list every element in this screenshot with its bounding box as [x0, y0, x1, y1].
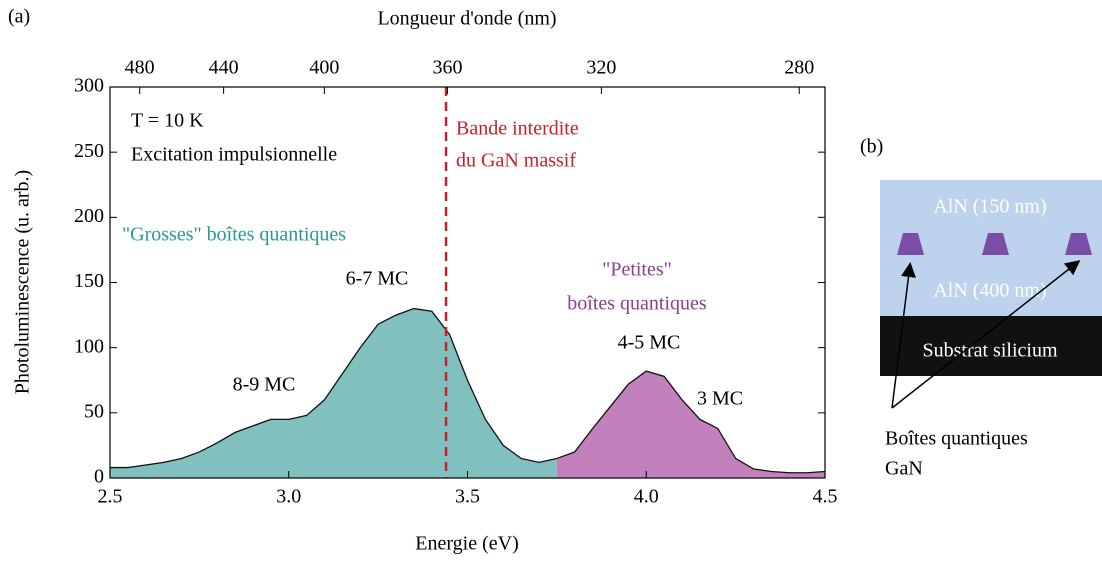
y-tick-label: 50 — [84, 400, 104, 422]
spectrum-line — [556, 370, 826, 474]
substrate — [880, 316, 1102, 376]
annotation: Excitation impulsionnelle — [131, 144, 337, 166]
annotation: du GaN massif — [456, 150, 576, 172]
x2-axis-label: Longueur d'onde (nm) — [377, 8, 556, 30]
x-tick-label: 3.5 — [455, 486, 480, 508]
annotation: 4-5 MC — [618, 332, 681, 354]
x2-tick-label: 280 — [784, 57, 814, 79]
area — [110, 308, 557, 478]
diagram: (b) AlN (150 nm) AlN (400 nm) Substrat s… — [860, 136, 1102, 480]
x2-tick-label: 440 — [209, 57, 239, 79]
x-tick-label: 4.5 — [813, 486, 838, 508]
annotation: 3 MC — [697, 388, 743, 410]
annotation: Bande interdite — [456, 118, 579, 140]
arrow — [891, 260, 1081, 409]
x-tick-label: 4.0 — [634, 486, 659, 508]
x2-tick-label: 480 — [125, 57, 155, 79]
annotation: 6-7 MC — [346, 268, 409, 290]
area — [556, 371, 825, 478]
y-tick-label: 0 — [94, 466, 104, 488]
annotation: 8-9 MC — [233, 374, 296, 396]
x2-tick-label: 400 — [309, 57, 339, 79]
caption: Boîtes quantiques — [885, 428, 1028, 450]
annotation: "Petites" — [602, 259, 672, 281]
annotation: T = 10 K — [131, 110, 204, 132]
y-tick-label: 150 — [74, 270, 104, 292]
panel-label: (a) — [8, 6, 30, 28]
diagram-label: (b) — [860, 136, 883, 158]
quantum-dot — [1065, 233, 1092, 255]
annotation: "Grosses" boîtes quantiques — [122, 224, 346, 246]
x-tick-label: 3.0 — [276, 486, 301, 508]
y-tick-label: 100 — [74, 335, 104, 357]
x2-tick-label: 360 — [432, 57, 462, 79]
x-tick-label: 2.5 — [98, 486, 123, 508]
layer-label: Substrat silicium — [923, 340, 1058, 362]
layer-label: AlN (150 nm) — [933, 196, 1046, 218]
y-axis-label: Photoluminescence (u. arb.) — [12, 170, 34, 394]
spectrum-line — [110, 307, 558, 469]
annotation: boîtes quantiques — [567, 293, 707, 315]
x2-tick-label: 320 — [586, 57, 616, 79]
y-tick-label: 250 — [74, 140, 104, 162]
quantum-dot — [982, 233, 1009, 255]
arrow — [891, 262, 916, 409]
layer-label: AlN (400 nm) — [933, 280, 1046, 302]
y-tick-label: 300 — [74, 75, 104, 97]
y-tick-label: 200 — [74, 205, 104, 227]
x-axis-label: Energie (eV) — [415, 533, 518, 555]
caption: GaN — [885, 458, 923, 480]
quantum-dot — [897, 233, 924, 255]
